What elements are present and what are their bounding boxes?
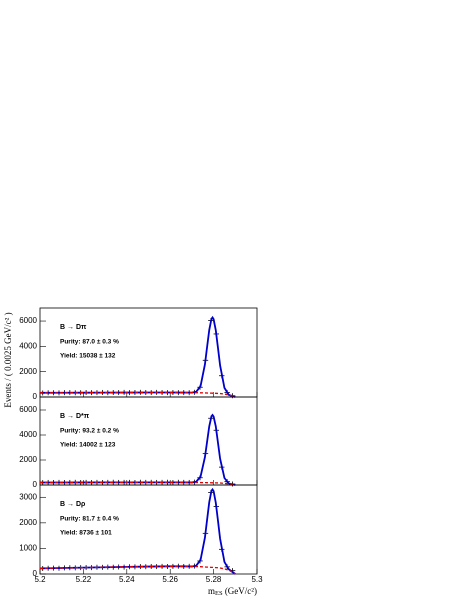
fit-curve	[39, 487, 236, 575]
y-tick-label: 2000	[19, 367, 37, 376]
y-tick-label: 1000	[19, 544, 37, 553]
x-tick-label: 5.22	[76, 575, 92, 584]
y-tick-label: 0	[33, 480, 38, 489]
panel-title: B → D*π	[60, 413, 90, 420]
x-axis-label-part: ES	[215, 590, 223, 597]
y-tick-label: 0	[33, 569, 38, 578]
x-axis-label-part: m	[208, 586, 215, 596]
panel-title: B → Dρ	[60, 501, 86, 508]
x-tick-label: 5.26	[162, 575, 178, 584]
y-tick-label: 3000	[19, 492, 37, 501]
annotation: Purity: 81.7 ± 0.4 %	[60, 516, 119, 523]
panel-frame	[39, 484, 258, 575]
y-tick-label: 2000	[19, 518, 37, 527]
annotation: Yield: 8736 ± 101	[60, 530, 112, 537]
annotation: Purity: 87.0 ± 0.3 %	[60, 339, 119, 346]
x-tick-label: 5.24	[119, 575, 135, 584]
x-tick-label: 5.2	[34, 575, 46, 584]
fit-curve	[39, 413, 236, 486]
fit-curve	[39, 315, 236, 398]
y-tick-label: 0	[33, 392, 38, 401]
x-axis-label: mES (GeV/c²)	[208, 586, 257, 597]
x-tick-label: 5.28	[206, 575, 222, 584]
annotation: Purity: 93.2 ± 0.2 %	[60, 428, 119, 435]
y-axis-label: Events / ( 0.0025 GeV/c² )	[3, 312, 13, 407]
y-tick-label: 4000	[19, 341, 37, 350]
y-tick-label: 4000	[19, 430, 37, 439]
y-tick-label: 6000	[19, 316, 37, 325]
panel-title: B → Dπ	[60, 324, 87, 331]
y-tick-label: 6000	[19, 405, 37, 414]
y-tick-label: 2000	[19, 455, 37, 464]
x-axis-label-part: (GeV/c²)	[223, 586, 257, 596]
x-tick-label: 5.3	[251, 575, 263, 584]
annotation: Yield: 15038 ± 132	[60, 353, 116, 360]
annotation: Yield: 14002 ± 123	[60, 442, 116, 449]
